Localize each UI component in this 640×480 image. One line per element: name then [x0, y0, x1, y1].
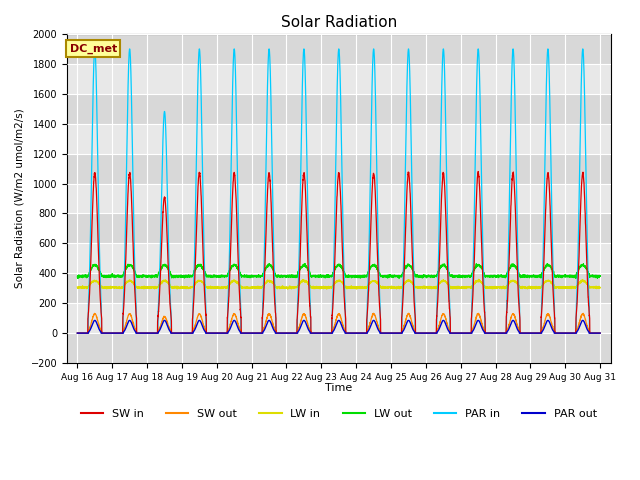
Y-axis label: Solar Radiation (W/m2 umol/m2/s): Solar Radiation (W/m2 umol/m2/s) — [15, 108, 25, 288]
Bar — [67, 34, 611, 64]
Bar — [67, 303, 611, 333]
Title: Solar Radiation: Solar Radiation — [281, 15, 397, 30]
Bar — [67, 64, 611, 94]
Bar — [67, 243, 611, 273]
X-axis label: Time: Time — [325, 383, 353, 393]
Bar — [67, 214, 611, 243]
Bar — [67, 94, 611, 124]
Legend: SW in, SW out, LW in, LW out, PAR in, PAR out: SW in, SW out, LW in, LW out, PAR in, PA… — [76, 405, 601, 423]
Bar — [67, 124, 611, 154]
Text: DC_met: DC_met — [70, 44, 117, 54]
Bar — [67, 273, 611, 303]
Bar — [67, 183, 611, 214]
Bar — [67, 333, 611, 363]
Bar — [67, 154, 611, 183]
